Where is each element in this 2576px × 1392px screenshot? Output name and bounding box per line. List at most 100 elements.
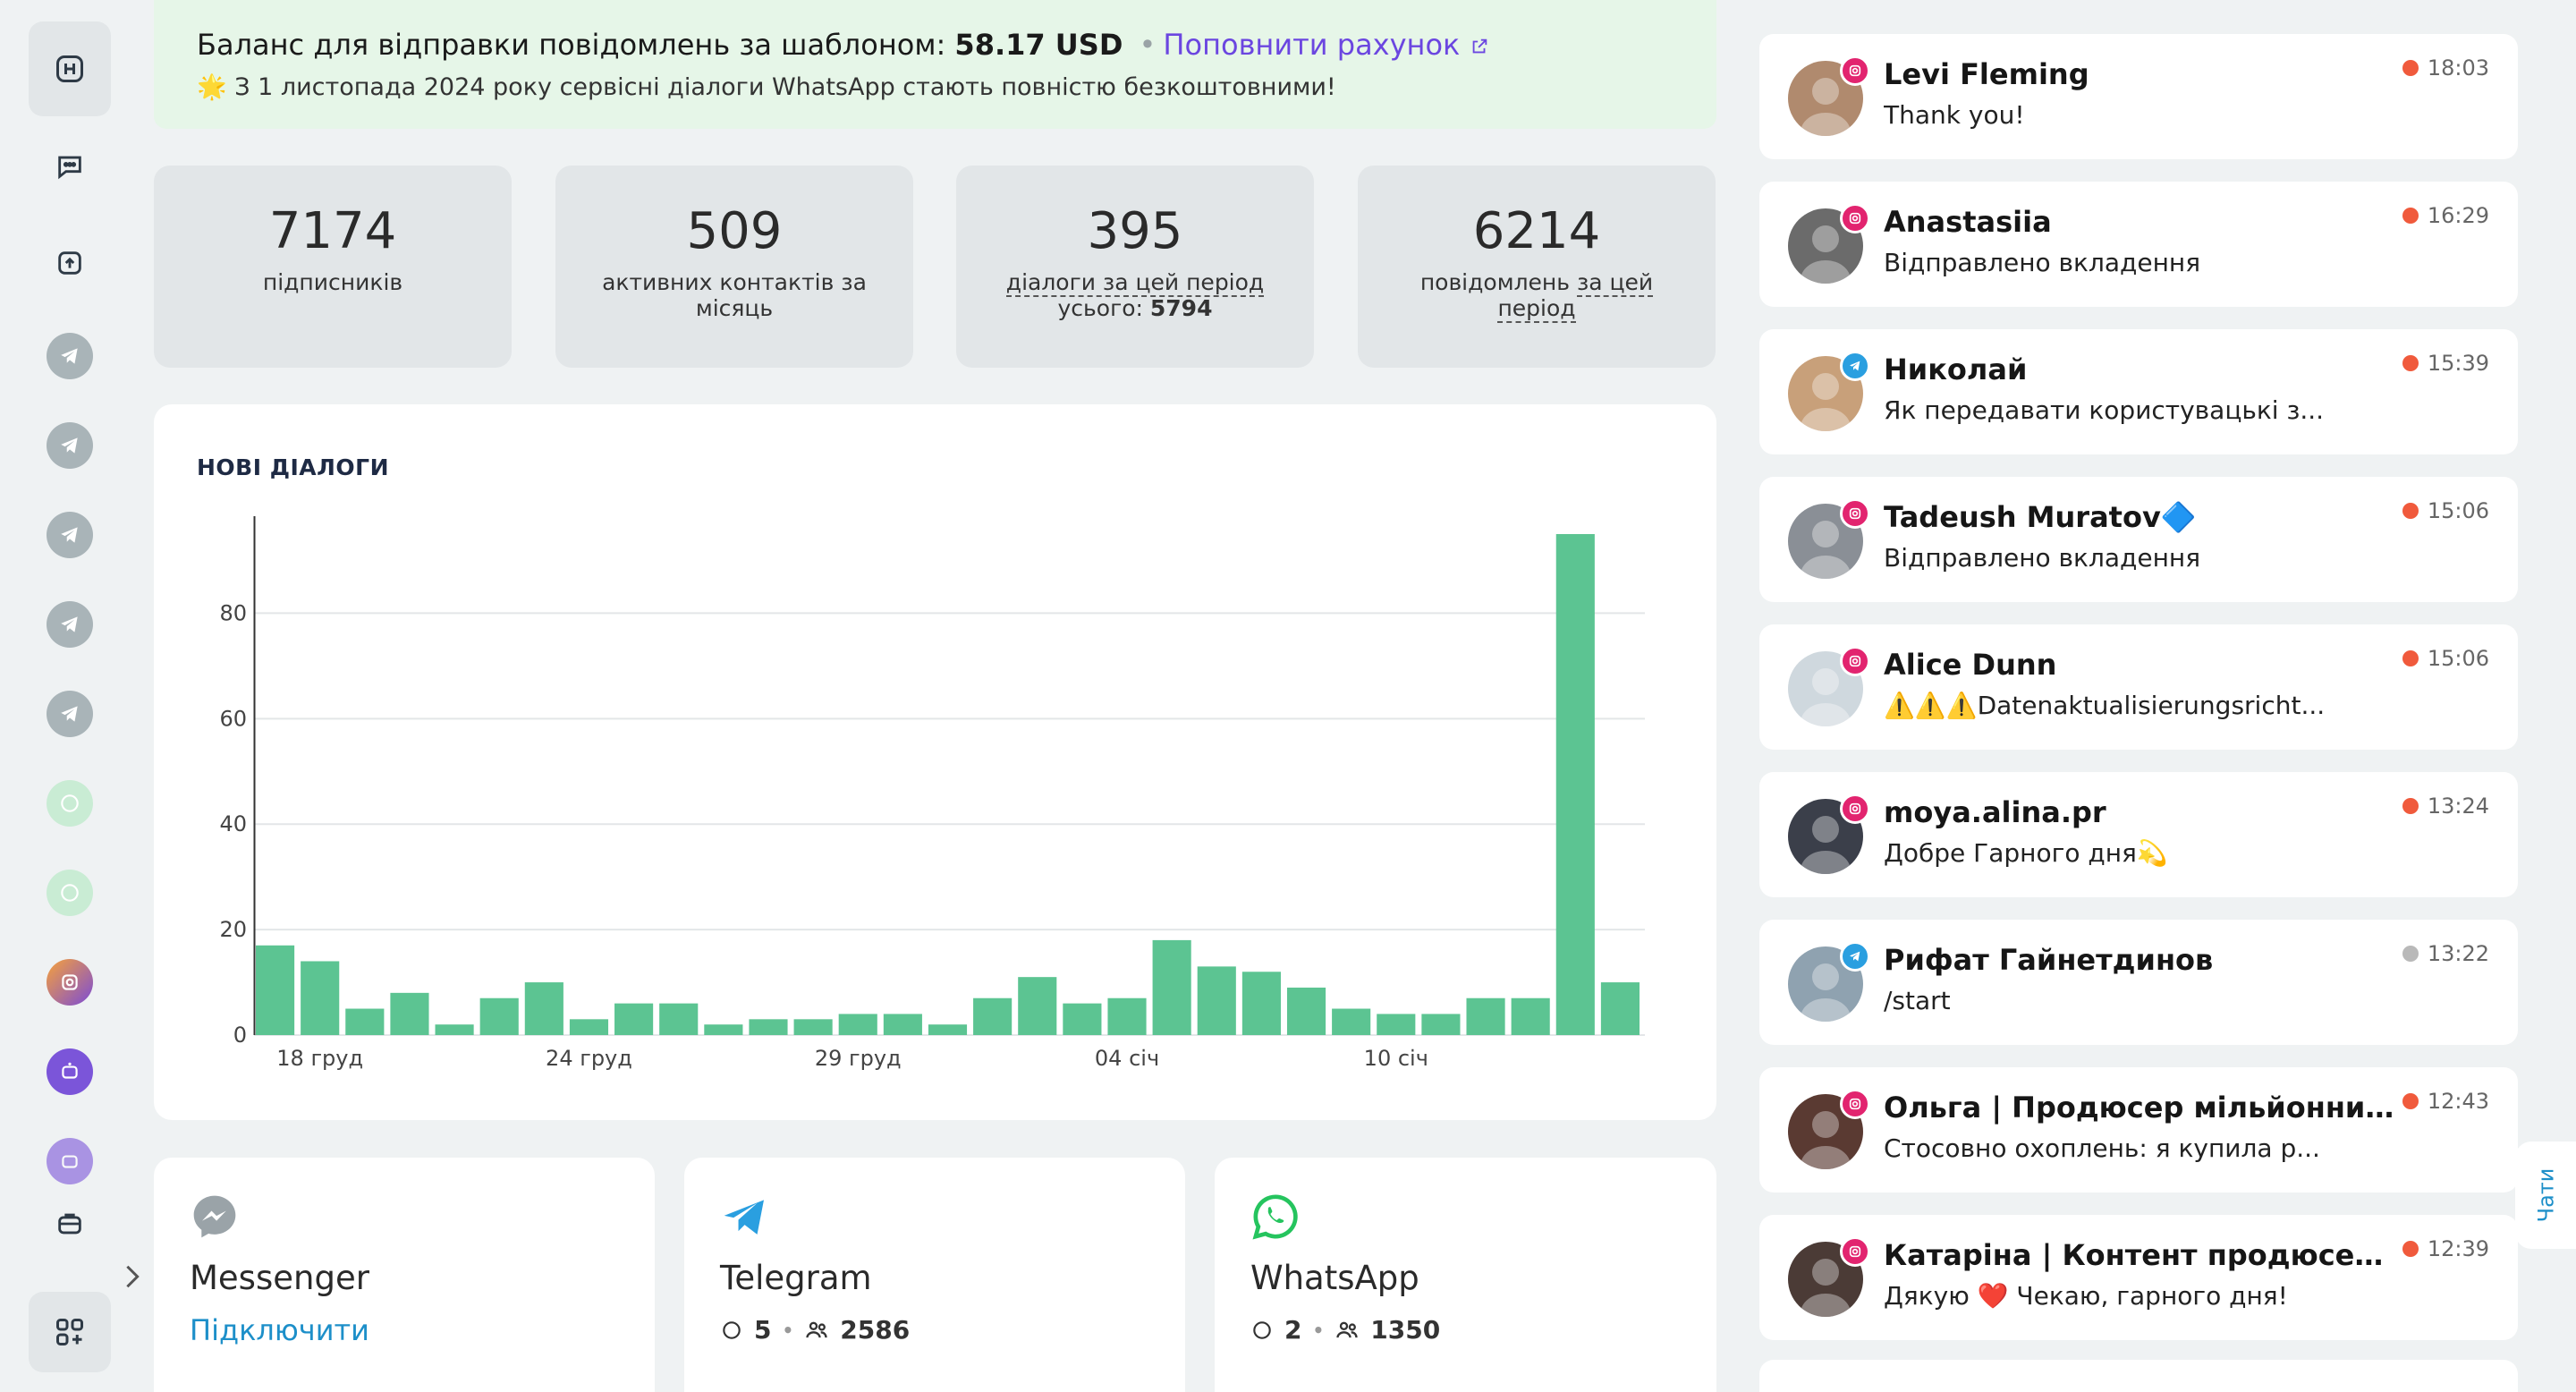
instagram-icon[interactable] <box>47 959 93 1006</box>
home-icon <box>56 55 83 82</box>
dialog-item[interactable]: moya.alina.pr Добре Гарного дня💫 13:24 <box>1759 772 2518 897</box>
dialog-item[interactable]: Катаріна | Контент продюсер, UGC Дякую ❤️… <box>1759 1215 2518 1340</box>
dialog-item[interactable]: Николай Як передавати користувацькі з... 1… <box>1759 329 2518 454</box>
dialog-time: 15:06 <box>2427 646 2489 671</box>
chart-bar[interactable] <box>749 1019 788 1035</box>
channel-name: WhatsApp <box>1250 1259 1419 1297</box>
channel-card-telegram[interactable]: Telegram 5 • 2586 <box>684 1158 1185 1392</box>
dialog-last-message: Thank you! <box>1884 100 2025 130</box>
chart-bar[interactable] <box>1555 534 1595 1035</box>
chat-bubble-icon[interactable] <box>45 141 95 191</box>
chart-bar[interactable] <box>1466 997 1505 1035</box>
y-tick-label: 20 <box>219 917 247 942</box>
chart-bar[interactable] <box>793 1019 833 1035</box>
chart-bar[interactable] <box>256 945 295 1035</box>
chart-bar[interactable] <box>1018 977 1057 1035</box>
chart-bar[interactable] <box>659 1003 699 1035</box>
chart-bar[interactable] <box>1063 1003 1102 1035</box>
dialog-name: Anastasiia <box>1884 205 2052 239</box>
telegram-icon[interactable] <box>47 601 93 648</box>
dialog-last-message: /start <box>1884 986 1951 1015</box>
chart-bar[interactable] <box>704 1024 743 1035</box>
instagram-icon <box>1840 55 1870 86</box>
dialog-item[interactable]: Ольга | Продюсер мільйонних запу... Стосо… <box>1759 1067 2518 1193</box>
chart-bar[interactable] <box>524 982 564 1035</box>
chart-bar[interactable] <box>479 997 519 1035</box>
chevron-right-icon[interactable] <box>122 1263 143 1290</box>
channel-card-whatsapp[interactable]: WhatsApp 2 • 1350 <box>1215 1158 1716 1392</box>
chart-bar[interactable] <box>301 961 340 1035</box>
home-button[interactable] <box>29 21 111 116</box>
dialog-item[interactable]: Рифат Гайнетдинов/start 13:22 <box>1759 920 2518 1045</box>
chart-bar[interactable] <box>883 1014 922 1035</box>
channel-stats: 5 • 2586 <box>720 1315 1149 1345</box>
dialog-name: Levi Fleming <box>1884 57 2089 91</box>
dialog-time-wrap: 12:39 <box>2402 1236 2489 1261</box>
users-icon <box>1336 1321 1358 1337</box>
x-tick-label: 10 січ <box>1364 1046 1428 1071</box>
chart-bar[interactable] <box>838 1014 877 1035</box>
chart-bar[interactable] <box>1107 997 1147 1035</box>
chart-bar[interactable] <box>1377 1014 1416 1035</box>
chart-title: НОВІ ДІАЛОГИ <box>197 454 390 480</box>
external-link-icon[interactable] <box>1470 37 1489 56</box>
chart-bar[interactable] <box>1421 1014 1461 1035</box>
period-label[interactable]: діалоги за цей період <box>1005 269 1265 297</box>
topup-link[interactable]: Поповнити рахунок <box>1163 28 1461 62</box>
channel-card-messenger[interactable]: Messenger Підключити <box>154 1158 655 1392</box>
dialog-name: Tadeush Muratov🔷 <box>1884 500 2197 534</box>
chart-bar[interactable] <box>1332 1008 1371 1035</box>
chart-bar[interactable] <box>1197 966 1236 1035</box>
briefcase-icon[interactable] <box>45 1199 95 1249</box>
chart-bar[interactable] <box>1152 939 1191 1035</box>
users-icon <box>806 1321 827 1337</box>
dialog-time-wrap: 18:03 <box>2402 55 2489 81</box>
subscribers-count: 2586 <box>840 1315 911 1345</box>
telegram-icon[interactable] <box>47 422 93 469</box>
bot-icon[interactable] <box>47 1138 93 1184</box>
whatsapp-notice: 🌟 З 1 листопада 2024 року сервісні діало… <box>197 73 1336 101</box>
dialog-item[interactable]: Levi Fleming Thank you! 18:03 <box>1759 34 2518 159</box>
new-dialogs-chart-card: НОВІ ДІАЛОГИ 0 20 40 60 80 18 груд 24 груд 29 г… <box>154 404 1716 1120</box>
period-label[interactable]: за цей період <box>1497 269 1654 323</box>
telegram-icon[interactable] <box>47 333 93 379</box>
chart-bar[interactable] <box>435 1024 474 1035</box>
dialog-item-partial[interactable] <box>1759 1360 2518 1392</box>
dialog-time-wrap: 13:22 <box>2402 941 2489 966</box>
chart-bar[interactable] <box>569 1019 609 1035</box>
balance-line: Баланс для відправки повідомлень за шабл… <box>197 25 1674 64</box>
whatsapp-icon[interactable] <box>47 870 93 916</box>
dialog-item[interactable]: Tadeush Muratov🔷 Відправлено вкладення 15:… <box>1759 477 2518 602</box>
bot-icon[interactable] <box>47 1048 93 1095</box>
left-rail <box>0 0 140 1392</box>
avatar[interactable] <box>1788 504 1863 579</box>
telegram-icon[interactable] <box>47 691 93 737</box>
apps-add-button[interactable] <box>29 1292 111 1372</box>
chart-bar[interactable] <box>973 997 1013 1035</box>
channel-name: Telegram <box>720 1259 872 1297</box>
chart-bar[interactable] <box>1600 982 1640 1035</box>
upload-icon[interactable] <box>45 238 95 288</box>
chart-bar[interactable] <box>1286 987 1326 1035</box>
dialog-time: 12:43 <box>2427 1089 2489 1114</box>
dialog-last-message: Дякую ❤️ Чекаю, гарного дня! <box>1884 1281 2288 1311</box>
chart-bar[interactable] <box>1511 997 1550 1035</box>
telegram-icon[interactable] <box>47 512 93 558</box>
dialog-item[interactable]: Anastasiia Відправлено вкладення 16:29 <box>1759 182 2518 307</box>
connect-link[interactable]: Підключити <box>190 1313 369 1347</box>
stat-label: діалоги за цей період усього: 5794 <box>996 269 1274 321</box>
dialog-time: 16:29 <box>2427 203 2489 228</box>
chart-bar[interactable] <box>390 992 429 1035</box>
dialog-name: Катаріна | Контент продюсер, UGC <box>1884 1238 2402 1272</box>
chart-bar[interactable] <box>928 1024 968 1035</box>
chats-side-tab[interactable]: Чати <box>2515 1142 2576 1249</box>
dialog-item[interactable]: Alice Dunn ⚠️⚠️⚠️Datenaktualisierungsrich… <box>1759 624 2518 750</box>
balance-value: 58.17 USD <box>954 28 1123 62</box>
instagram-icon <box>1840 1089 1870 1119</box>
dialog-last-message: Відправлено вкладення <box>1884 543 2201 573</box>
chart-bar[interactable] <box>1241 972 1281 1035</box>
dialog-time-wrap: 16:29 <box>2402 203 2489 228</box>
whatsapp-icon[interactable] <box>47 780 93 827</box>
chart-bar[interactable] <box>614 1003 654 1035</box>
chart-bar[interactable] <box>345 1008 385 1035</box>
